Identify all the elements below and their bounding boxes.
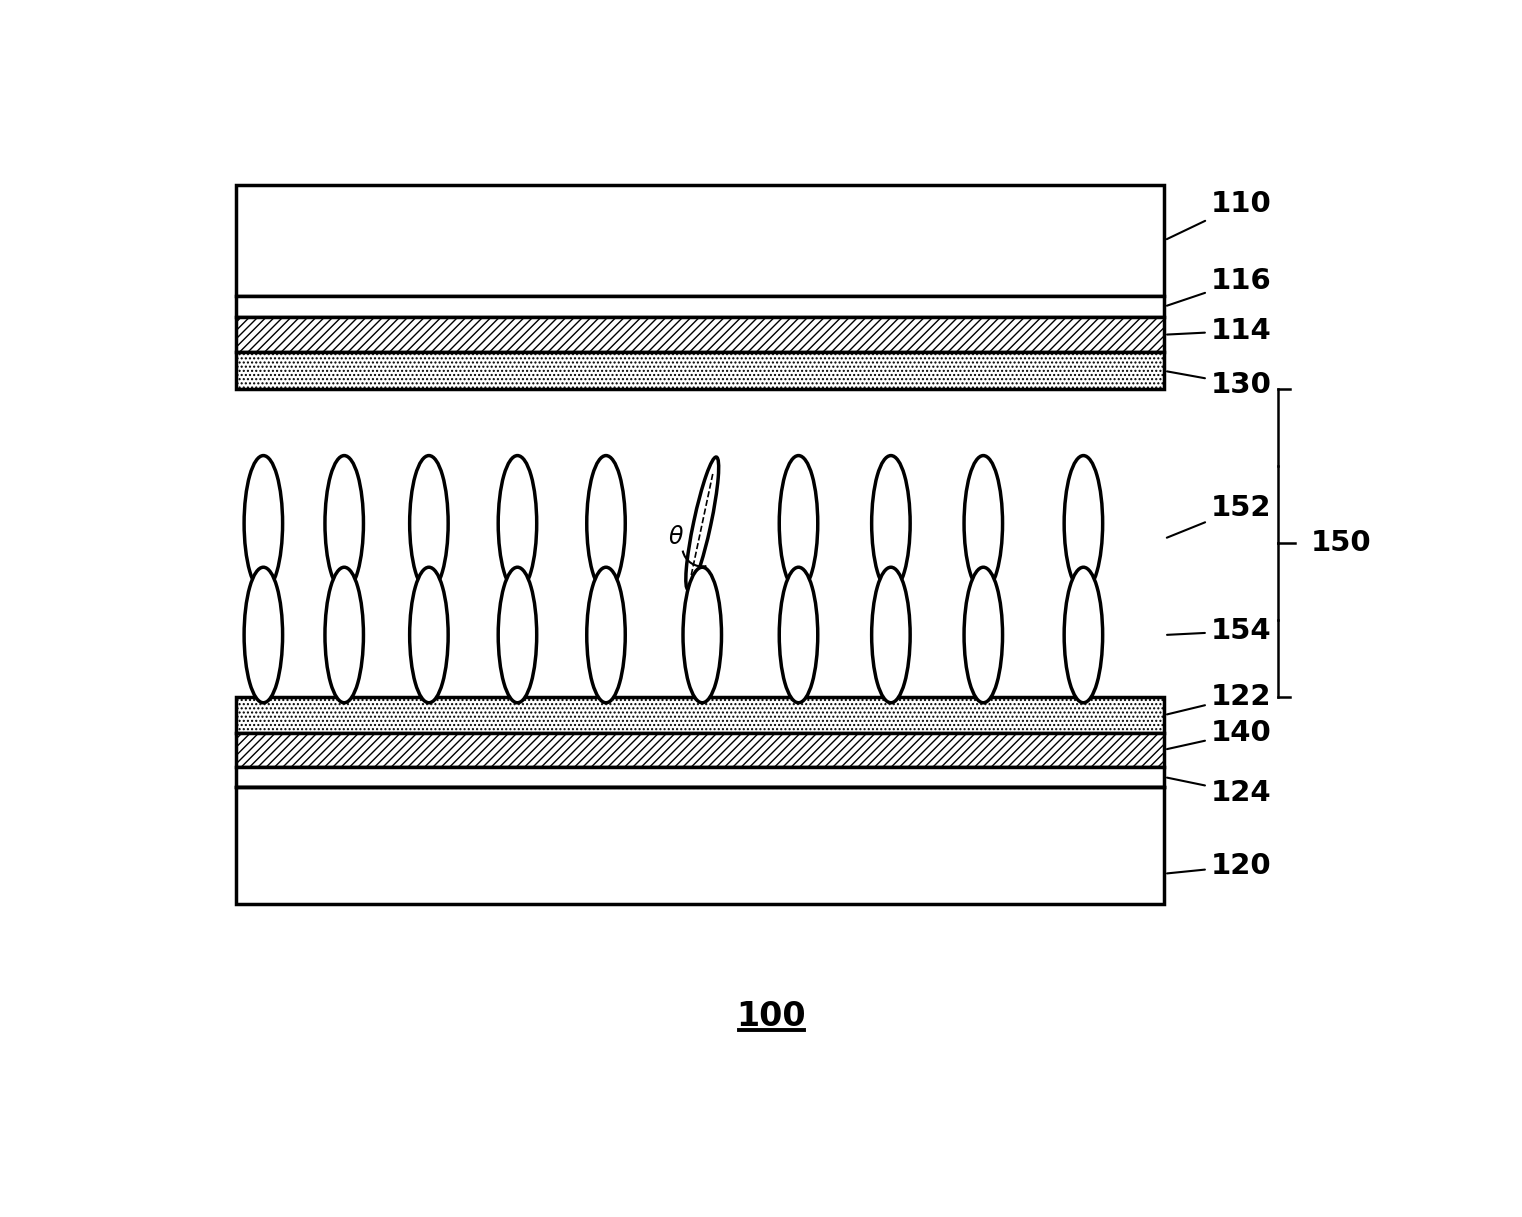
Text: 114: 114 <box>1167 316 1271 344</box>
Ellipse shape <box>963 455 1003 591</box>
Ellipse shape <box>872 567 910 702</box>
Bar <box>236 353 1164 389</box>
Ellipse shape <box>587 567 626 702</box>
Bar <box>236 316 1164 353</box>
Text: 150: 150 <box>1310 529 1371 557</box>
Bar <box>236 185 1164 296</box>
Text: $\theta$: $\theta$ <box>668 526 683 549</box>
Bar <box>236 733 1164 767</box>
Ellipse shape <box>409 455 447 591</box>
Bar <box>236 787 1164 904</box>
Ellipse shape <box>326 455 364 591</box>
Bar <box>236 697 1164 733</box>
Text: 120: 120 <box>1167 852 1271 880</box>
Text: 130: 130 <box>1167 371 1271 399</box>
Ellipse shape <box>683 567 721 702</box>
Ellipse shape <box>326 567 364 702</box>
Ellipse shape <box>244 567 283 702</box>
Text: 100: 100 <box>737 999 807 1033</box>
Ellipse shape <box>872 455 910 591</box>
Ellipse shape <box>1064 567 1102 702</box>
Ellipse shape <box>587 455 626 591</box>
Ellipse shape <box>244 455 283 591</box>
Ellipse shape <box>686 458 718 590</box>
Ellipse shape <box>1064 455 1102 591</box>
Ellipse shape <box>498 567 537 702</box>
Ellipse shape <box>498 455 537 591</box>
Text: 110: 110 <box>1167 190 1271 240</box>
Ellipse shape <box>779 455 817 591</box>
Text: 154: 154 <box>1167 617 1271 645</box>
Text: 122: 122 <box>1167 683 1271 714</box>
Text: 152: 152 <box>1167 494 1271 538</box>
Bar <box>236 767 1164 787</box>
Text: 116: 116 <box>1167 267 1271 305</box>
Text: 124: 124 <box>1167 778 1271 807</box>
Ellipse shape <box>779 567 817 702</box>
Ellipse shape <box>963 567 1003 702</box>
Text: 140: 140 <box>1167 719 1271 750</box>
Ellipse shape <box>409 567 447 702</box>
Bar <box>236 296 1164 316</box>
